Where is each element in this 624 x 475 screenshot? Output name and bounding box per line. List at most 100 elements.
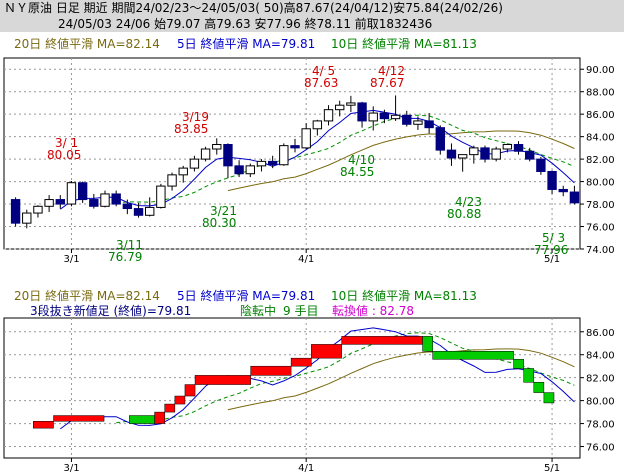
- y-tick-label: 74.00: [586, 245, 615, 256]
- candle-body: [133, 208, 144, 216]
- candle-body: [279, 145, 289, 166]
- annotation: 5/ 377.96: [534, 231, 568, 257]
- up-brick: [290, 357, 312, 367]
- candle-body: [368, 112, 378, 122]
- candle-body: [547, 170, 557, 190]
- ma20-line: [227, 130, 575, 192]
- up-brick: [250, 365, 292, 376]
- up-brick: [341, 336, 423, 345]
- x-tick-label: 4/1: [298, 254, 314, 264]
- up-brick: [53, 415, 105, 422]
- candle-body: [111, 193, 121, 205]
- down-brick: [432, 351, 514, 360]
- candle-body: [189, 158, 200, 169]
- x-tick-label: 5/1: [544, 463, 560, 474]
- candle-body: [44, 199, 54, 207]
- annotation-date: 3/ 1: [55, 136, 78, 150]
- y-tick-label: 84.00: [586, 351, 615, 362]
- down-brick: [523, 368, 535, 383]
- tlb-title: 3段抜き新値足 (終値)=79.81: [30, 303, 191, 318]
- y-tick-label: 76.00: [586, 443, 615, 454]
- candle-body: [77, 182, 88, 201]
- x-tick-label: 5/1: [544, 254, 560, 264]
- plot-area: [3, 317, 581, 459]
- annotation-value: 77.96: [534, 243, 568, 257]
- annotation: 4/ 587.63: [304, 64, 338, 90]
- legend-item: 5日 終値平滑 MA=79.81: [177, 36, 315, 51]
- candle-body: [357, 102, 367, 122]
- header-line-1: ＮＹ原油 日足 期近 期間24/02/23～24/05/03( 50)高87.6…: [0, 0, 624, 16]
- y-tick-label: 84.00: [586, 133, 615, 144]
- candle-body: [200, 148, 211, 160]
- candle-body: [212, 144, 222, 150]
- y-tick-label: 90.00: [586, 65, 615, 76]
- ma10-line: [116, 332, 575, 424]
- candle-body: [66, 182, 77, 205]
- three-line-break-chart: 86.00 84.00 82.00 80.00 78.00 76.00 3/1 4/1 5/1 2…: [3, 288, 615, 474]
- y-tick-label: 78.00: [586, 200, 615, 211]
- header-line-2: 24/05/03 24/06 始79.07 高79.63 安77.96 終78.…: [0, 16, 624, 32]
- up-brick: [33, 421, 54, 429]
- down-brick: [543, 392, 555, 404]
- y-tick-label: 88.00: [586, 88, 615, 99]
- candle-body: [513, 144, 524, 152]
- x-tick-label: 3/1: [63, 254, 79, 264]
- y-tick-label: 86.00: [586, 110, 615, 121]
- up-brick: [311, 344, 342, 359]
- candle-body: [402, 114, 412, 125]
- candle-body: [55, 199, 65, 205]
- candle-body: [33, 205, 43, 214]
- candle-body: [413, 120, 423, 125]
- candle-body: [536, 158, 546, 172]
- annotation-value: 80.88: [447, 207, 481, 221]
- header-quote: 24/05/03 24/06 始79.07 高79.63 安77.96 終78.…: [58, 17, 433, 31]
- candle-body: [312, 120, 323, 130]
- candle-body: [335, 104, 345, 111]
- annotation-value: 84.55: [340, 165, 374, 179]
- legend-item: 10日 終値平滑 MA=81.13: [331, 288, 477, 303]
- legend-item: 20日 終値平滑 MA=82.14: [14, 36, 160, 51]
- annotation-date: 5/ 3: [542, 231, 565, 245]
- candle-body: [22, 212, 32, 224]
- up-brick: [164, 403, 176, 413]
- tlb-trend: 陰転中: [240, 303, 276, 318]
- annotation-date: 4/23: [455, 195, 482, 209]
- down-brick: [533, 382, 545, 393]
- candle-body: [346, 102, 356, 106]
- candle-body: [323, 109, 334, 122]
- y-tick-label: 76.00: [586, 223, 615, 234]
- annotation-value: 83.85: [174, 122, 208, 136]
- candle-body: [223, 144, 233, 167]
- down-brick: [513, 359, 524, 369]
- ma10-line: [116, 114, 575, 204]
- up-brick: [194, 375, 251, 385]
- candle-body: [502, 144, 513, 150]
- legend-item: 5日 終値平滑 MA=79.81: [177, 288, 315, 303]
- candle-body: [491, 148, 501, 160]
- candle-body: [245, 165, 255, 175]
- annotation-value: 87.67: [370, 76, 404, 90]
- candle-body: [267, 160, 278, 166]
- x-tick-label: 4/1: [298, 463, 314, 474]
- annotation-value: 87.63: [304, 76, 338, 90]
- candle-body: [10, 199, 21, 224]
- candle-body: [234, 165, 244, 175]
- up-brick: [154, 411, 165, 424]
- candle-body: [89, 199, 99, 207]
- candle-body: [424, 120, 434, 129]
- annotation-value: 80.05: [47, 148, 81, 162]
- candle-body: [480, 147, 490, 160]
- candle-body: [558, 188, 568, 193]
- y-tick-label: 80.00: [586, 397, 615, 408]
- candle-body: [379, 112, 390, 120]
- tlb-count: 9 手目: [283, 304, 318, 318]
- annotation-date: 4/10: [348, 153, 375, 167]
- candle-body: [122, 203, 133, 210]
- candle-body: [435, 127, 445, 151]
